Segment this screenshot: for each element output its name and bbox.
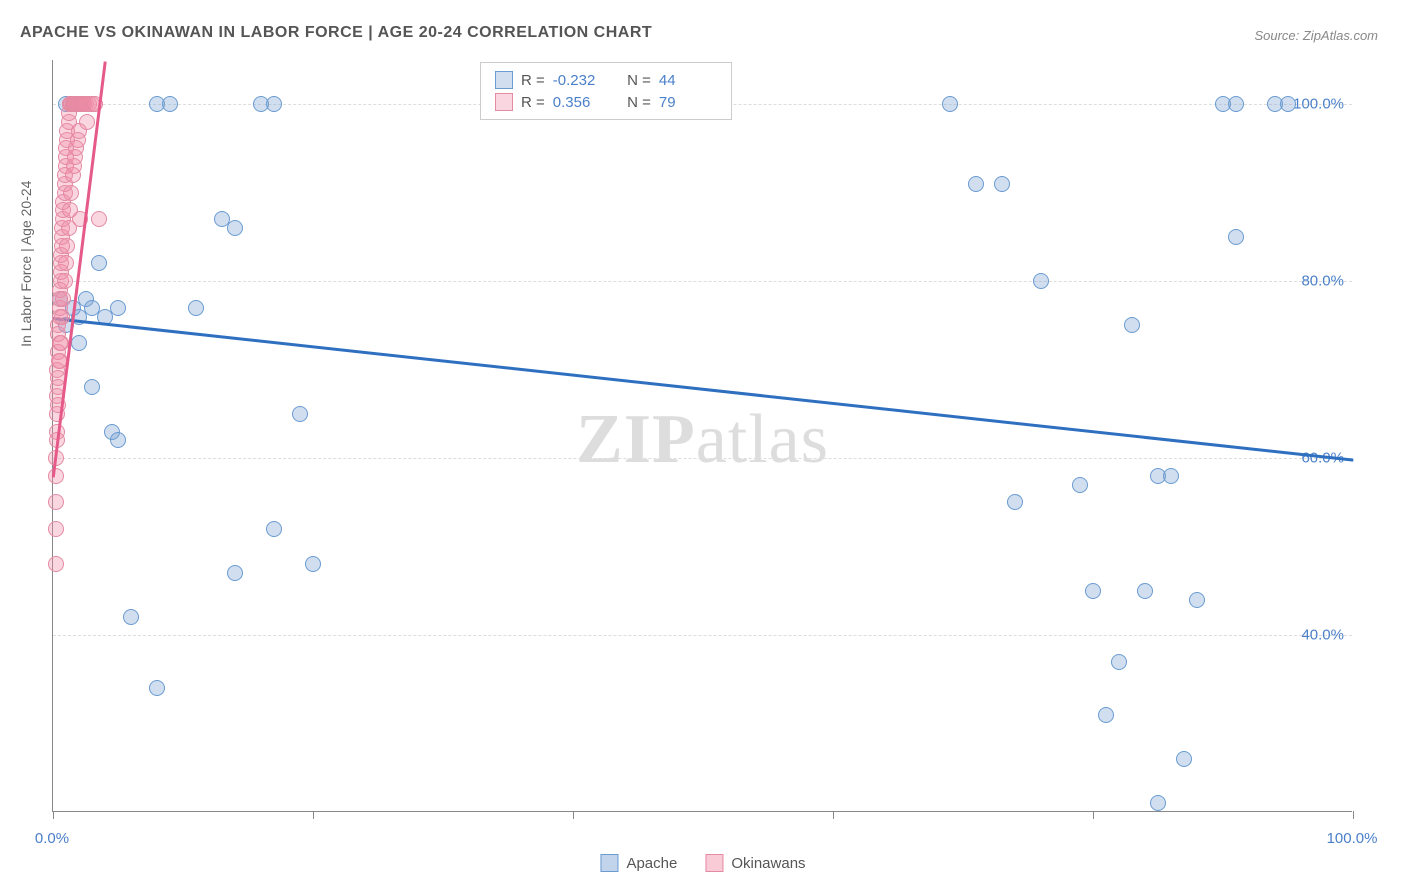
correlation-legend: R = -0.232 N = 44R = 0.356 N = 79 xyxy=(480,62,732,120)
scatter-point xyxy=(162,96,178,112)
x-tick-label: 100.0% xyxy=(1327,830,1378,847)
scatter-point xyxy=(1085,583,1101,599)
scatter-point xyxy=(71,123,87,139)
r-label: R = xyxy=(521,72,545,89)
scatter-point xyxy=(227,220,243,236)
y-axis-label: In Labor Force | Age 20-24 xyxy=(18,181,34,347)
legend-stat-row: R = 0.356 N = 79 xyxy=(495,91,717,113)
scatter-point xyxy=(91,255,107,271)
n-value: 44 xyxy=(659,72,717,89)
trend-line xyxy=(53,317,1353,461)
legend-swatch xyxy=(495,71,513,89)
legend-swatch xyxy=(600,854,618,872)
scatter-point xyxy=(1137,583,1153,599)
scatter-point xyxy=(942,96,958,112)
x-tick xyxy=(833,811,834,819)
legend-label: Apache xyxy=(626,855,677,872)
scatter-point xyxy=(305,556,321,572)
scatter-point xyxy=(110,300,126,316)
scatter-point xyxy=(266,521,282,537)
legend-item: Okinawans xyxy=(705,854,805,872)
scatter-point xyxy=(1007,494,1023,510)
n-label: N = xyxy=(619,72,651,89)
y-tick-label: 40.0% xyxy=(1301,627,1344,644)
scatter-point xyxy=(71,335,87,351)
n-label: N = xyxy=(619,94,651,111)
y-tick-label: 80.0% xyxy=(1301,273,1344,290)
scatter-point xyxy=(1189,592,1205,608)
watermark: ZIPatlas xyxy=(576,400,829,480)
watermark-zip: ZIP xyxy=(576,401,696,478)
legend-swatch xyxy=(495,93,513,111)
x-tick xyxy=(1353,811,1354,819)
r-value: 0.356 xyxy=(553,94,611,111)
chart-container: APACHE VS OKINAWAN IN LABOR FORCE | AGE … xyxy=(0,0,1406,892)
source-attribution: Source: ZipAtlas.com xyxy=(1254,28,1378,43)
scatter-point xyxy=(57,273,73,289)
x-tick xyxy=(313,811,314,819)
legend-swatch xyxy=(705,854,723,872)
scatter-point xyxy=(1124,317,1140,333)
scatter-point xyxy=(149,680,165,696)
r-label: R = xyxy=(521,94,545,111)
watermark-atlas: atlas xyxy=(696,401,829,478)
scatter-point xyxy=(968,176,984,192)
legend-label: Okinawans xyxy=(731,855,805,872)
scatter-point xyxy=(58,255,74,271)
scatter-point xyxy=(54,309,70,325)
scatter-point xyxy=(1228,229,1244,245)
scatter-point xyxy=(1176,751,1192,767)
n-value: 79 xyxy=(659,94,717,111)
plot-area: ZIPatlas 40.0%60.0%80.0%100.0% xyxy=(52,60,1352,812)
scatter-point xyxy=(48,556,64,572)
scatter-point xyxy=(1228,96,1244,112)
legend-item: Apache xyxy=(600,854,677,872)
scatter-point xyxy=(188,300,204,316)
gridline xyxy=(53,635,1352,636)
scatter-point xyxy=(52,335,68,351)
legend-stat-row: R = -0.232 N = 44 xyxy=(495,69,717,91)
scatter-point xyxy=(110,432,126,448)
scatter-point xyxy=(55,291,71,307)
scatter-point xyxy=(84,379,100,395)
x-tick-label: 0.0% xyxy=(35,830,69,847)
y-tick-label: 100.0% xyxy=(1293,96,1344,113)
scatter-point xyxy=(91,211,107,227)
scatter-point xyxy=(292,406,308,422)
gridline xyxy=(53,281,1352,282)
scatter-point xyxy=(1033,273,1049,289)
scatter-point xyxy=(227,565,243,581)
scatter-point xyxy=(1098,707,1114,723)
scatter-point xyxy=(1111,654,1127,670)
x-tick xyxy=(573,811,574,819)
scatter-point xyxy=(1072,477,1088,493)
r-value: -0.232 xyxy=(553,72,611,89)
x-tick xyxy=(53,811,54,819)
gridline xyxy=(53,458,1352,459)
scatter-point xyxy=(59,238,75,254)
series-legend: Apache Okinawans xyxy=(600,854,805,872)
scatter-point xyxy=(48,494,64,510)
scatter-point xyxy=(48,521,64,537)
scatter-point xyxy=(1163,468,1179,484)
scatter-point xyxy=(63,185,79,201)
scatter-point xyxy=(1150,795,1166,811)
scatter-point xyxy=(266,96,282,112)
scatter-point xyxy=(123,609,139,625)
scatter-point xyxy=(51,353,67,369)
scatter-point xyxy=(1280,96,1296,112)
scatter-point xyxy=(994,176,1010,192)
chart-title: APACHE VS OKINAWAN IN LABOR FORCE | AGE … xyxy=(20,24,652,42)
scatter-point xyxy=(48,468,64,484)
x-tick xyxy=(1093,811,1094,819)
